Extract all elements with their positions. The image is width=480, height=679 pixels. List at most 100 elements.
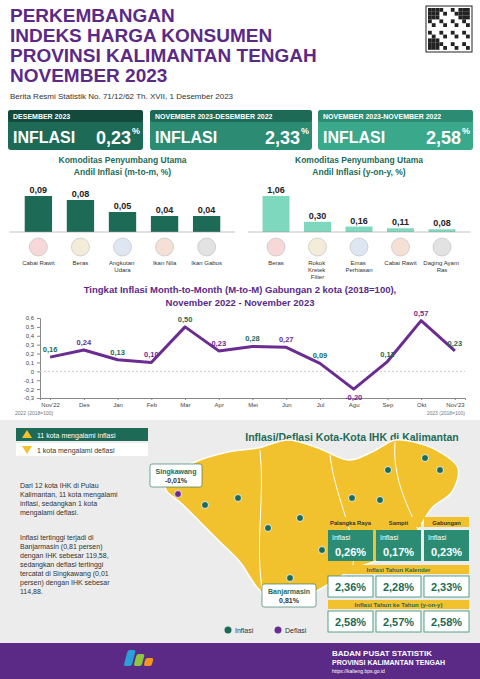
stat-bg [318, 110, 473, 150]
tick-label: Mar [180, 402, 190, 408]
stat-bg [8, 110, 143, 150]
stat-period: DESEMBER 2023 [13, 113, 70, 120]
data-label: 0,24 [77, 338, 92, 347]
chart-title: Tingkat Inflasi Month-to-Month (M-to-M) … [84, 284, 397, 295]
cell-label: Inflasi [428, 534, 447, 541]
cell-value: 2,28% [383, 581, 414, 593]
cell-label: Inflasi [332, 534, 351, 541]
chart-subtitle: Andil Inflasi (m-to-m, %) [74, 167, 171, 177]
tick-mark [50, 398, 51, 400]
qr-cell [428, 12, 432, 16]
qr-cell [439, 19, 443, 23]
tick-mark [84, 398, 85, 400]
tick: -0,3 [24, 395, 40, 401]
header-cell [424, 517, 469, 527]
stat-label: INFLASI [13, 129, 75, 146]
qr-cell [432, 35, 436, 39]
qr-cell [432, 8, 436, 12]
qr-cell [436, 8, 440, 12]
city-dot [349, 495, 356, 502]
qr-cell [455, 35, 459, 39]
data-label: 0,28 [245, 334, 260, 343]
stat-unit: % [132, 126, 140, 136]
tick-label: Beras [73, 260, 89, 266]
cell-value: 0,23% [431, 546, 462, 558]
icon [309, 238, 327, 256]
logo-part [124, 650, 136, 666]
data-label: 0,57 [414, 309, 429, 318]
bar-chart: Komoditas Penyumbang UtamaAndil Inflasi … [10, 155, 235, 273]
icon [29, 238, 47, 256]
qr-cell [466, 46, 470, 50]
tick-label: 0,3 [26, 342, 35, 348]
city-dot [235, 495, 242, 502]
cell [376, 576, 421, 597]
tick: Okt [417, 398, 427, 408]
data-label: 0,13 [110, 348, 125, 357]
infographic: PERKEMBANGANINDEKS HARGA KONSUMENPROVINS… [0, 0, 480, 679]
callout-city: Singkawang [156, 468, 197, 476]
title: NOVEMBER 2023 [10, 65, 167, 86]
data-label: 0,10 [144, 350, 159, 359]
header-cell [376, 517, 421, 527]
background [0, 0, 480, 679]
data-label: 0,11 [392, 217, 409, 227]
tick: -0,2 [24, 387, 40, 393]
tick: Nov'23 [446, 398, 465, 408]
island [165, 440, 458, 602]
axis-line [37, 319, 41, 399]
qr-cell [451, 8, 455, 12]
city-dot [385, 467, 392, 474]
tick: 0,2 [26, 351, 40, 357]
qr-cell [451, 42, 455, 46]
callout-value: -0,01% [165, 477, 188, 485]
tick-label: Jan [113, 402, 123, 408]
subtitle: Berita Resmi Statistik No. 71/12/62 Th. … [10, 92, 234, 101]
qr-cell [462, 12, 466, 16]
data-label: 0,23 [211, 339, 226, 348]
title: INDEKS HARGA KONSUMEN [10, 25, 272, 46]
cell-value: 2,58% [335, 616, 366, 628]
logo-part [144, 658, 154, 666]
stat-bg [150, 110, 312, 150]
tick: Nov'22 [41, 398, 60, 408]
lines [50, 321, 455, 389]
cell [424, 611, 469, 632]
cell-value: 2,58% [431, 616, 462, 628]
legend-label: 1 kota mengalami deflasi [37, 447, 115, 455]
tick-label: 0,1 [26, 360, 35, 366]
tick: Apr [215, 398, 224, 408]
tick-mark [37, 389, 40, 390]
cell [328, 530, 373, 561]
qr-cell [451, 31, 455, 35]
data-label: 0,16 [350, 216, 368, 226]
zero-line [40, 371, 465, 372]
qr-frame [426, 6, 472, 52]
footer-text: PROVINSI KALIMANTAN TENGAH [332, 659, 445, 666]
tick-mark [387, 398, 388, 400]
city-dot [297, 515, 304, 522]
qr-cell [451, 19, 455, 23]
qr-cell [443, 12, 447, 16]
tick: 0,1 [26, 360, 40, 366]
tick-mark [118, 398, 119, 400]
data-label: 0,16 [43, 345, 58, 354]
footer: BADAN PUSAT STATISTIKPROVINSI KALIMANTAN… [0, 643, 480, 679]
tick-mark [37, 318, 40, 319]
icon [156, 238, 174, 256]
icon [114, 238, 132, 256]
cell-value: 0,26% [335, 546, 366, 558]
bar [304, 222, 331, 232]
row-heading-bg [328, 565, 469, 574]
bar [193, 216, 220, 232]
paragraph: Dari 12 kota IHK di Pulau Kalimantan, 11… [20, 482, 119, 517]
bars [263, 196, 456, 232]
data-label: 0,08 [72, 189, 90, 199]
qr-cell [466, 12, 470, 16]
tick-mark [253, 398, 254, 400]
tick-label: Des [79, 402, 90, 408]
qr-cell [443, 23, 447, 27]
qr-cell [428, 8, 432, 12]
legend-box [16, 428, 148, 441]
stat-value: 0,23 [96, 128, 131, 148]
